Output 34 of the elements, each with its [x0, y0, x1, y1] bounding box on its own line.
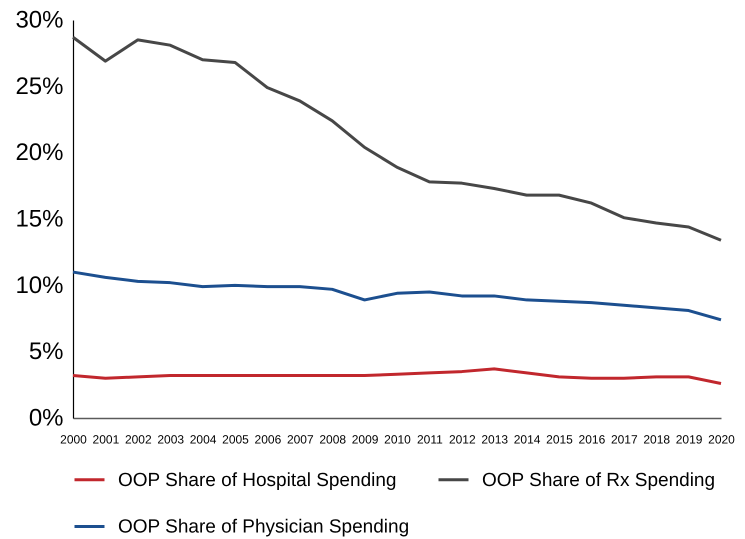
y-tick-label: 30%	[15, 6, 64, 34]
y-tick-label: 10%	[15, 272, 64, 299]
x-tick-label: 2014	[514, 432, 541, 446]
line-series	[72, 367, 722, 386]
x-tick-label: 2018	[643, 432, 670, 446]
x-tick-label: 2007	[286, 432, 314, 446]
y-tick-label: 20%	[15, 139, 64, 166]
x-tick-label: 2004	[190, 432, 217, 446]
line-series	[72, 36, 722, 242]
x-tick-label: 2015	[546, 432, 574, 446]
x-tick-label: 2010	[384, 432, 412, 446]
x-tick-label: 2012	[448, 432, 476, 446]
x-tick-label: 2016	[578, 432, 606, 446]
y-tick-label: 5%	[28, 338, 64, 366]
legend-label: OOP Share of Physician Spending	[118, 516, 410, 538]
x-tick-label: 2019	[676, 432, 703, 446]
y-tick-label: 25%	[15, 72, 64, 100]
x-tick-label: 2003	[157, 432, 184, 446]
legend-label: OOP Share of Hospital Spending	[118, 470, 396, 491]
line-series	[72, 270, 722, 322]
x-tick-label: 2001	[92, 432, 120, 446]
x-tick-label: 2011	[416, 432, 444, 446]
y-tick-label: 15%	[15, 206, 64, 232]
legend-label: OOP Share of Rx Spending	[482, 470, 716, 491]
x-tick-label: 2013	[481, 432, 508, 446]
x-tick-label: 2009	[352, 432, 379, 446]
x-tick-label: 2006	[254, 432, 282, 446]
x-tick-label: 2005	[222, 432, 250, 446]
x-tick-label: 2000	[60, 432, 88, 446]
x-tick-label: 2002	[124, 432, 152, 446]
x-tick-label: 2020	[708, 432, 736, 446]
y-tick-label: 0%	[28, 404, 64, 432]
x-tick-label: 2008	[319, 432, 346, 446]
x-tick-label: 2017	[610, 432, 638, 446]
